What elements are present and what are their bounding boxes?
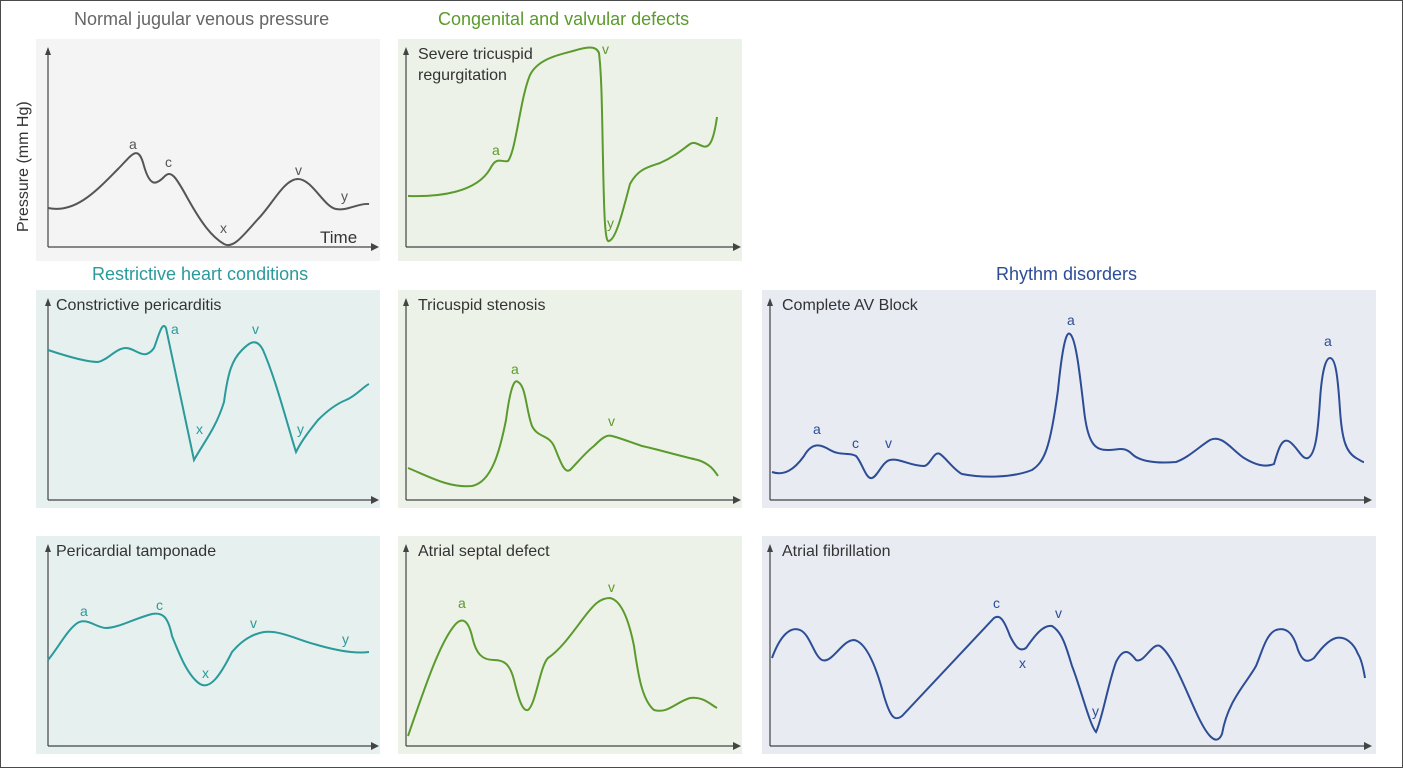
label-v: v [608,413,615,429]
y-axis-arrow [45,544,51,552]
label-a: a [813,421,821,437]
y-axis-arrow [403,544,409,552]
section-title-restrictive: Restrictive heart conditions [92,264,309,284]
panel-title: Severe tricuspid regurgitation [418,46,533,84]
label-a: a [129,136,137,152]
panel-constrictive-pericarditis: a x v y Constrictive pericarditis [36,290,380,508]
section-title-congenital: Congenital and valvular defects [438,9,690,29]
x-axis-arrow [733,496,741,504]
chart-atrial-septal-defect: a v [403,544,741,750]
label-v: v [602,41,609,57]
y-axis-arrow [767,298,773,306]
panel-title: Pericardial tamponade [56,543,217,560]
y-axis-arrow [45,47,51,55]
section-title-normal: Normal jugular venous pressure [74,9,330,29]
y-axis-arrow [45,298,51,306]
x-axis-arrow [1364,742,1372,750]
waveform-atrial-fibrillation [771,615,1366,741]
label-x: x [196,421,203,437]
label-a: a [80,603,88,619]
x-axis-label: Time [320,228,357,247]
panel-tricuspid-regurgitation: a v y Severe tricuspid regurgitation [398,39,742,261]
panel-complete-av-block: a c v a a Complete AV Block [762,290,1376,508]
label-a-second: a [1067,312,1075,328]
label-a: a [171,321,179,337]
label-v: v [1055,605,1062,621]
label-y: y [297,421,304,437]
panel-title: Tricuspid stenosis [418,297,546,314]
waveform-normal [47,152,370,247]
y-axis-arrow [403,47,409,55]
label-v: v [252,321,259,337]
panel-title: Constrictive pericarditis [56,297,222,314]
label-a: a [492,142,500,158]
panel-title: Atrial fibrillation [782,543,891,560]
waveform-tricuspid-regurgitation [407,46,718,243]
label-c: c [852,435,859,451]
panel-tricuspid-stenosis: a v Tricuspid stenosis [398,290,742,508]
label-x: x [220,220,227,236]
y-axis-arrow [767,544,773,552]
panel-title: Complete AV Block [782,297,918,314]
x-axis-arrow [733,243,741,251]
waveform-constrictive-pericarditis [47,325,370,463]
label-c: c [993,595,1000,611]
panel-title: Atrial septal defect [418,543,550,560]
label-y: y [342,631,349,647]
x-axis-arrow [371,496,379,504]
waveform-atrial-septal-defect [407,596,718,737]
waveform-pericardial-tamponade [47,612,370,687]
label-x: x [1019,655,1026,671]
label-y: y [607,215,614,231]
panel-atrial-septal-defect: a v Atrial septal defect [398,536,742,754]
label-y: y [1092,703,1099,719]
label-a-third: a [1324,333,1332,349]
waveform-complete-av-block [771,332,1365,480]
y-axis-label: Pressure (mm Hg) [15,101,32,232]
label-c: c [165,154,172,170]
chart-tricuspid-regurgitation: a v y [403,41,741,251]
chart-pericardial-tamponade: a c x v y [45,544,379,750]
waveform-tricuspid-stenosis [407,380,719,488]
chart-atrial-fibrillation: c x v y [767,544,1372,750]
panel-atrial-fibrillation: c x v y Atrial fibrillation [762,536,1376,754]
chart-normal: a c x v y Time [45,47,379,251]
section-title-rhythm: Rhythm disorders [996,264,1138,284]
x-axis-arrow [1364,496,1372,504]
chart-complete-av-block: a c v a a [767,298,1372,504]
x-axis-arrow [733,742,741,750]
y-axis-arrow [403,298,409,306]
chart-tricuspid-stenosis: a v [403,298,741,504]
label-v: v [250,615,257,631]
panel-normal: a c x v y Time [36,39,380,261]
label-c: c [156,597,163,613]
label-y: y [341,188,348,204]
panel-pericardial-tamponade: a c x v y Pericardial tamponade [36,536,380,754]
label-a: a [458,595,466,611]
label-x: x [202,665,209,681]
label-a: a [511,361,519,377]
label-v: v [295,162,302,178]
chart-constrictive-pericarditis: a x v y [45,298,379,504]
x-axis-arrow [371,243,379,251]
label-v: v [608,579,615,595]
x-axis-arrow [371,742,379,750]
label-v: v [885,435,892,451]
